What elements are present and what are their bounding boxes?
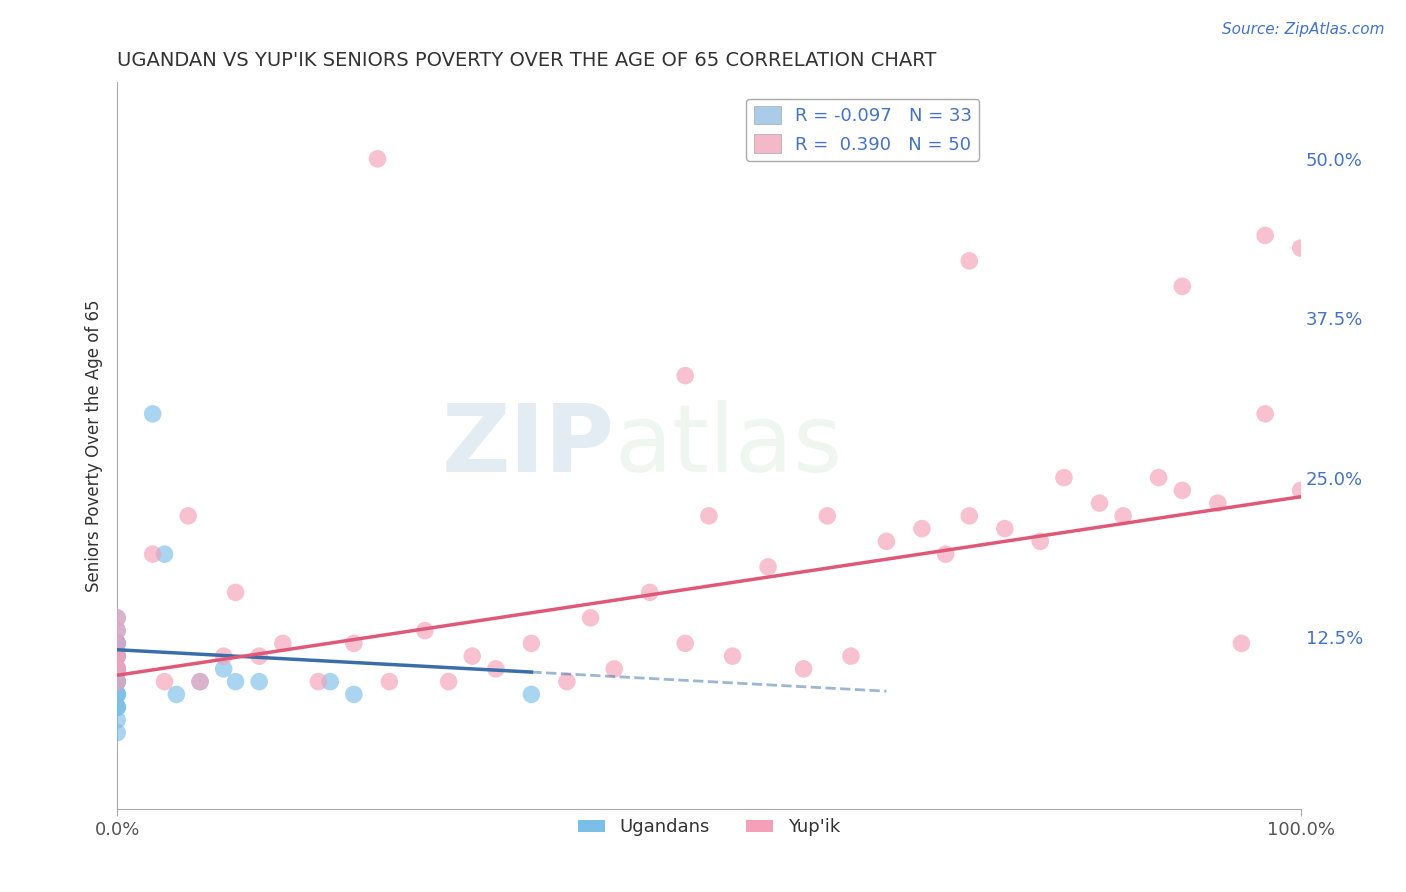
Point bbox=[957, 508, 980, 523]
Point bbox=[935, 547, 957, 561]
Point bbox=[957, 253, 980, 268]
Point bbox=[105, 624, 128, 638]
Point bbox=[1171, 483, 1194, 498]
Point bbox=[105, 687, 128, 701]
Point bbox=[911, 522, 934, 536]
Point bbox=[212, 662, 235, 676]
Point bbox=[367, 152, 389, 166]
Point bbox=[307, 674, 329, 689]
Point bbox=[839, 649, 862, 664]
Point bbox=[105, 662, 128, 676]
Point bbox=[343, 687, 366, 701]
Point bbox=[378, 674, 401, 689]
Point bbox=[520, 636, 543, 650]
Point bbox=[105, 649, 128, 664]
Point bbox=[142, 547, 165, 561]
Legend: Ugandans, Yup'ik: Ugandans, Yup'ik bbox=[571, 811, 846, 844]
Point bbox=[105, 636, 128, 650]
Point bbox=[212, 649, 235, 664]
Point bbox=[165, 687, 187, 701]
Point bbox=[1053, 470, 1076, 484]
Point bbox=[105, 662, 128, 676]
Point bbox=[225, 674, 247, 689]
Point bbox=[188, 674, 211, 689]
Point bbox=[485, 662, 508, 676]
Point bbox=[105, 687, 128, 701]
Point bbox=[105, 649, 128, 664]
Point bbox=[105, 674, 128, 689]
Point bbox=[153, 547, 176, 561]
Point bbox=[105, 662, 128, 676]
Point bbox=[815, 508, 838, 523]
Point bbox=[1171, 279, 1194, 293]
Point bbox=[343, 636, 366, 650]
Point bbox=[105, 611, 128, 625]
Point bbox=[756, 560, 779, 574]
Point bbox=[105, 611, 128, 625]
Point bbox=[638, 585, 661, 599]
Point bbox=[319, 674, 342, 689]
Point bbox=[105, 636, 128, 650]
Text: UGANDAN VS YUP'IK SENIORS POVERTY OVER THE AGE OF 65 CORRELATION CHART: UGANDAN VS YUP'IK SENIORS POVERTY OVER T… bbox=[117, 51, 936, 70]
Point bbox=[555, 674, 578, 689]
Point bbox=[1254, 228, 1277, 243]
Point bbox=[105, 674, 128, 689]
Point bbox=[461, 649, 484, 664]
Point bbox=[105, 713, 128, 727]
Point bbox=[105, 636, 128, 650]
Point bbox=[105, 700, 128, 714]
Point bbox=[247, 674, 270, 689]
Point bbox=[105, 649, 128, 664]
Point bbox=[105, 674, 128, 689]
Point bbox=[105, 662, 128, 676]
Point bbox=[105, 636, 128, 650]
Point bbox=[994, 522, 1017, 536]
Point bbox=[105, 700, 128, 714]
Point bbox=[875, 534, 897, 549]
Point bbox=[1254, 407, 1277, 421]
Text: Source: ZipAtlas.com: Source: ZipAtlas.com bbox=[1222, 22, 1385, 37]
Point bbox=[697, 508, 720, 523]
Point bbox=[721, 649, 744, 664]
Point bbox=[579, 611, 602, 625]
Point bbox=[1088, 496, 1111, 510]
Point bbox=[105, 687, 128, 701]
Point bbox=[105, 649, 128, 664]
Point bbox=[105, 674, 128, 689]
Point bbox=[413, 624, 436, 638]
Point bbox=[177, 508, 200, 523]
Point bbox=[105, 636, 128, 650]
Point bbox=[1289, 483, 1312, 498]
Point bbox=[1230, 636, 1253, 650]
Point bbox=[673, 368, 696, 383]
Point bbox=[520, 687, 543, 701]
Point bbox=[437, 674, 460, 689]
Point bbox=[603, 662, 626, 676]
Point bbox=[673, 636, 696, 650]
Point bbox=[1289, 241, 1312, 255]
Point bbox=[1206, 496, 1229, 510]
Point bbox=[793, 662, 815, 676]
Point bbox=[1029, 534, 1052, 549]
Point bbox=[105, 725, 128, 739]
Point bbox=[153, 674, 176, 689]
Point bbox=[105, 649, 128, 664]
Point bbox=[142, 407, 165, 421]
Point bbox=[1147, 470, 1170, 484]
Point bbox=[105, 624, 128, 638]
Point bbox=[188, 674, 211, 689]
Point bbox=[271, 636, 294, 650]
Point bbox=[1112, 508, 1135, 523]
Text: ZIP: ZIP bbox=[441, 400, 614, 491]
Point bbox=[105, 700, 128, 714]
Text: atlas: atlas bbox=[614, 400, 842, 491]
Point bbox=[105, 662, 128, 676]
Point bbox=[247, 649, 270, 664]
Y-axis label: Seniors Poverty Over the Age of 65: Seniors Poverty Over the Age of 65 bbox=[86, 300, 103, 592]
Point bbox=[225, 585, 247, 599]
